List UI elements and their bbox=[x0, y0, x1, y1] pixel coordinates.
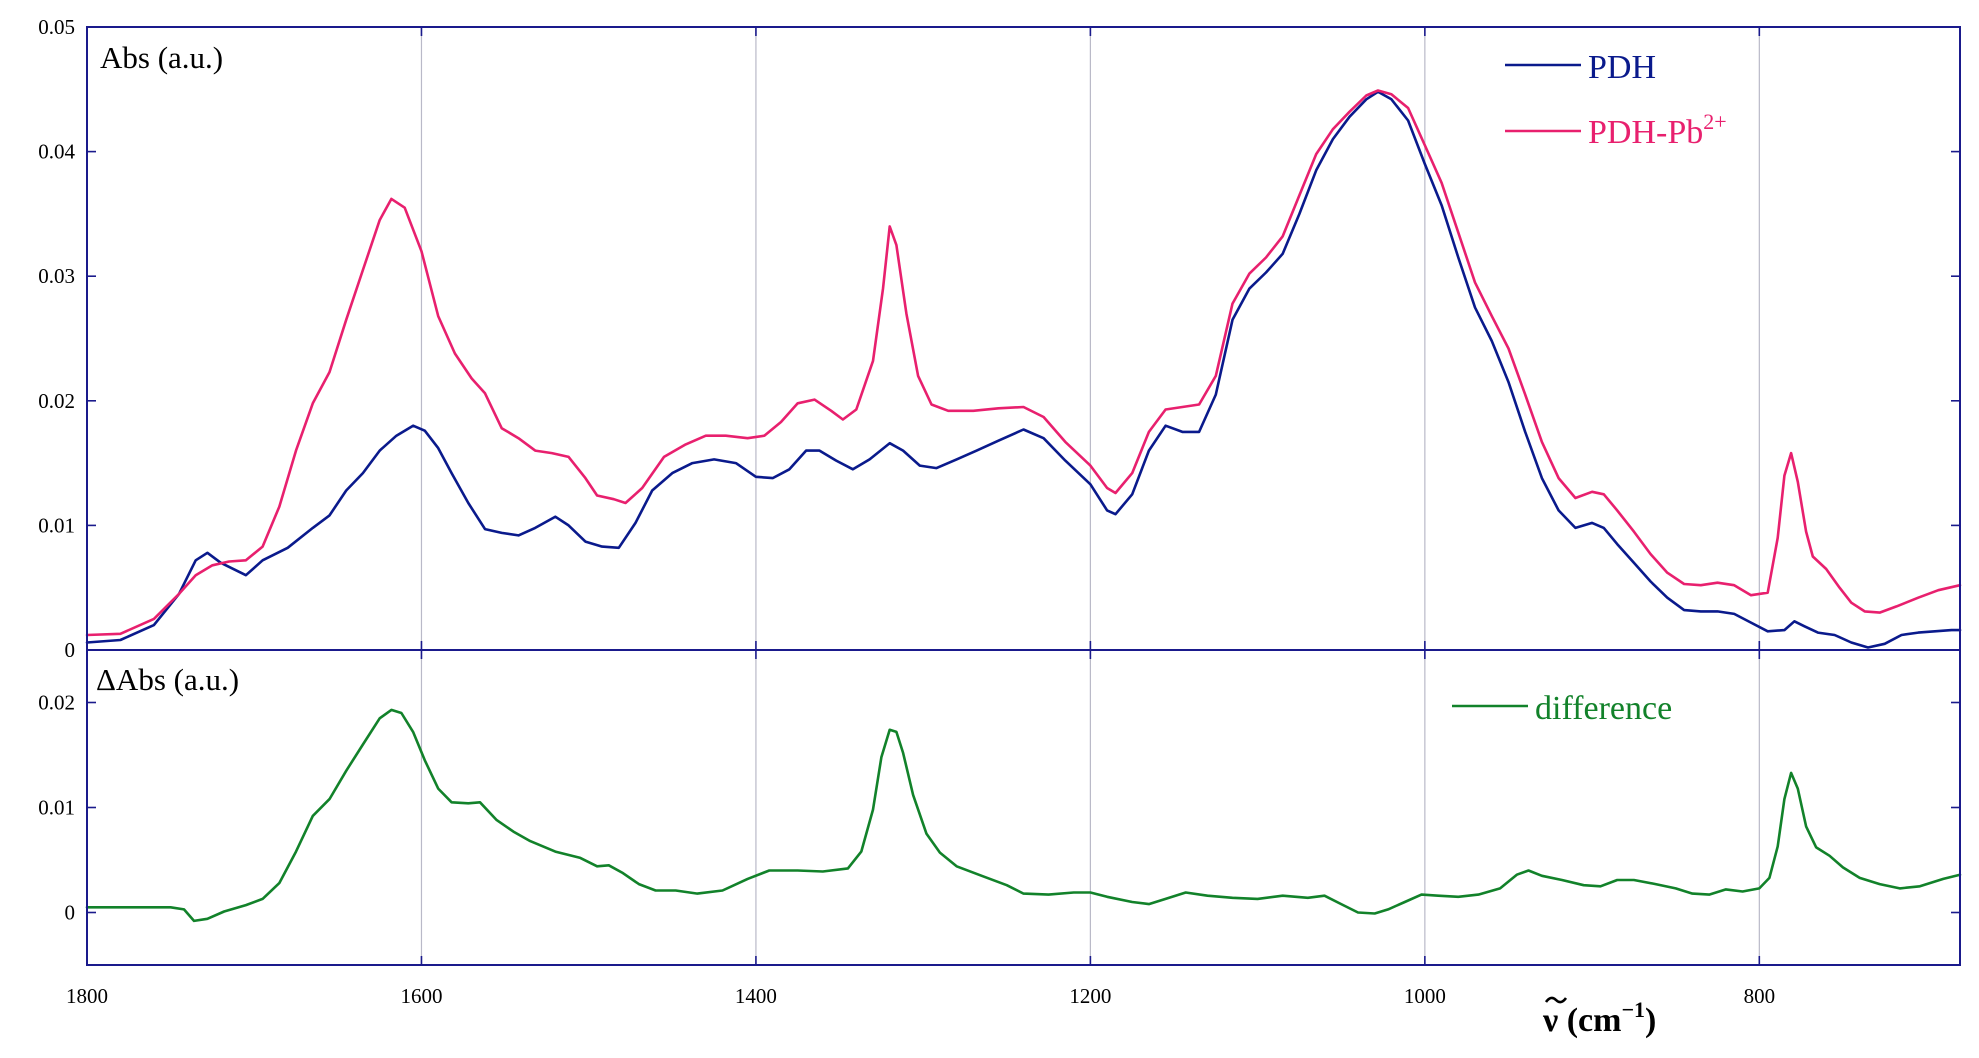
x-axis-label-main: ν (cm bbox=[1542, 1002, 1621, 1039]
top-series-line-1 bbox=[85, 89, 1962, 637]
grid-lines bbox=[420, 27, 1760, 965]
x-axis-label-suffix: ) bbox=[1645, 1002, 1656, 1039]
top-y-tick-label: 0.05 bbox=[38, 15, 75, 39]
series-lines bbox=[85, 89, 1962, 923]
x-axis-label-superscript: −1 bbox=[1621, 997, 1645, 1022]
x-tick-label: 1800 bbox=[66, 984, 108, 1008]
plot-frames bbox=[86, 26, 1961, 966]
x-tick-label: 800 bbox=[1744, 984, 1776, 1008]
x-tick-label: 1000 bbox=[1404, 984, 1446, 1008]
top-y-tick-label: 0.04 bbox=[38, 140, 75, 164]
legend-label-pdh-pb-superscript: 2+ bbox=[1703, 109, 1726, 134]
top-y-tick-label: 0 bbox=[65, 638, 76, 662]
legend-label-pdh-pb: PDH-Pb2+ bbox=[1588, 109, 1727, 151]
legend-label-difference: difference bbox=[1535, 690, 1672, 727]
x-axis-label: ν (cm−1) bbox=[1542, 996, 1656, 1039]
legend-bottom: difference bbox=[1452, 690, 1672, 727]
x-tick-label: 1200 bbox=[1069, 984, 1111, 1008]
legend-top: PDH PDH-Pb2+ bbox=[1505, 49, 1727, 151]
top-y-tick-label: 0.02 bbox=[38, 389, 75, 413]
top-panel-ylabel: Abs (a.u.) bbox=[100, 40, 223, 75]
top-y-tick-label: 0.01 bbox=[38, 513, 75, 537]
svg-text:ν (cm−1): ν (cm−1) bbox=[1542, 997, 1656, 1039]
top-y-tick-label: 0.03 bbox=[38, 264, 75, 288]
bottom-y-tick-label: 0.02 bbox=[38, 691, 75, 715]
legend-label-pdh: PDH bbox=[1588, 49, 1656, 86]
tilde-icon bbox=[1544, 996, 1568, 1004]
top-series-line-0 bbox=[85, 90, 1962, 649]
tick-labels: 0 0.01 0.02 0.03 0.04 0.05 0 0.01 0.02 1800 1600 14… bbox=[38, 15, 1775, 1008]
bottom-y-tick-label: 0.01 bbox=[38, 796, 75, 820]
bottom-series-line-0 bbox=[85, 708, 1962, 923]
bottom-panel-ylabel: ΔAbs (a.u.) bbox=[96, 662, 239, 697]
bottom-y-tick-label: 0 bbox=[65, 901, 76, 925]
x-tick-label: 1600 bbox=[400, 984, 442, 1008]
legend-label-pdh-pb-main: PDH-Pb bbox=[1588, 114, 1703, 151]
x-tick-label: 1400 bbox=[735, 984, 777, 1008]
bottom-panel-frame bbox=[86, 649, 1961, 966]
